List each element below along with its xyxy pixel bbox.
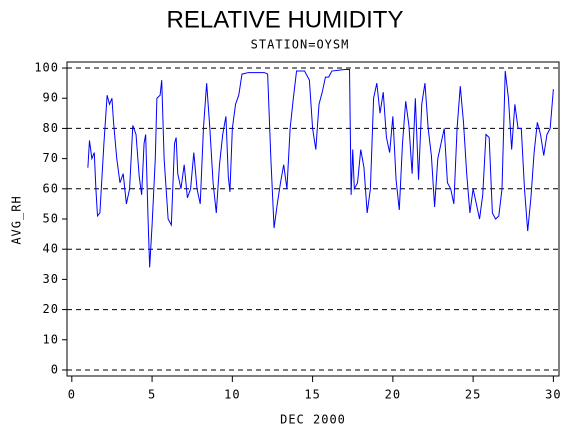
y-axis-label: AVG_RH [10,195,24,244]
x-tick-label: 10 [224,388,240,402]
y-tick-label: 0 [51,362,59,376]
x-tick-label: 5 [148,388,156,402]
y-tick-label: 30 [43,272,59,286]
plot-frame [66,61,560,377]
y-tick-label: 80 [43,121,59,135]
data-line [87,69,554,268]
x-tick-label: 20 [385,388,401,402]
chart-title: RELATIVE HUMIDITY [167,6,404,33]
y-tick-label: 70 [43,151,59,165]
x-tick-label: 30 [545,388,561,402]
y-tick-label: 90 [43,91,59,105]
y-tick-label: 50 [43,212,59,226]
y-tick-label: 60 [43,181,59,195]
x-axis-label: DEC 2000 [280,413,346,427]
chart-subtitle: STATION=OYSM [251,38,350,52]
y-tick-label: 10 [43,332,59,346]
y-tick-label: 100 [34,61,59,75]
x-tick-label: 15 [304,388,320,402]
x-tick-label: 0 [68,388,76,402]
y-tick-label: 20 [43,302,59,316]
x-tick-label: 25 [465,388,481,402]
y-tick-label: 40 [43,242,59,256]
